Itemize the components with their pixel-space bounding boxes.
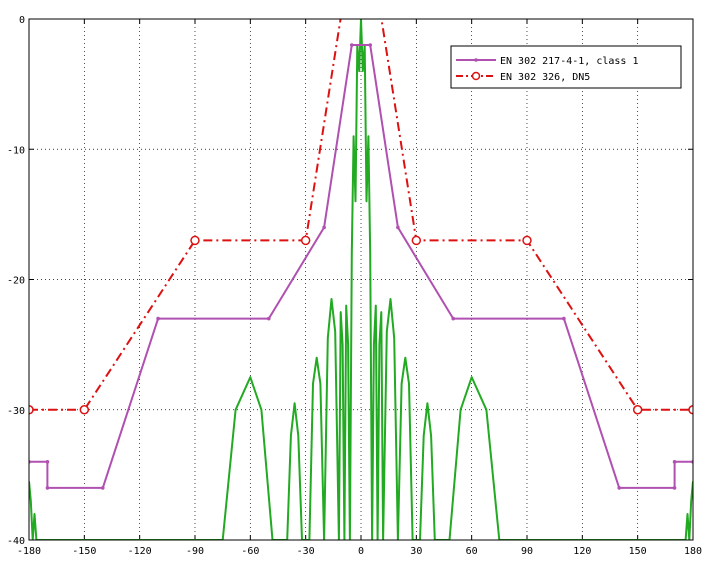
x-tick-label: -90 (186, 546, 204, 557)
series-point (266, 316, 271, 321)
legend-marker-en-302-217 (474, 58, 478, 62)
series-layer (29, 19, 693, 540)
series-point (672, 460, 677, 464)
plot-frame (28, 18, 694, 541)
x-tick-label: -60 (241, 546, 259, 557)
x-tick-label: -30 (297, 546, 315, 557)
y-tick-label: -20 (7, 276, 25, 287)
series-line-1 (29, 19, 693, 411)
grid (28, 18, 694, 541)
series-marker (632, 405, 643, 415)
series-point (368, 43, 373, 47)
series-marker (190, 235, 200, 246)
series-marker (522, 235, 532, 246)
x-tick-label: -180 (17, 546, 41, 557)
x-tick-label: 30 (410, 546, 422, 557)
legend-marker-en-302-326 (471, 71, 481, 81)
x-tick-label: -120 (128, 546, 152, 557)
x-tick-label: 0 (358, 546, 364, 557)
legend-label-en-302-217: EN 302 217-4-1, class 1 (500, 56, 638, 67)
series-point (349, 43, 354, 47)
series-marker (79, 405, 90, 415)
series-point (672, 486, 677, 490)
series-marker (688, 405, 693, 415)
series-point (45, 486, 50, 490)
y-tick-label: 0 (19, 15, 25, 26)
x-tick-label: 120 (573, 546, 591, 557)
series-point (396, 225, 400, 230)
series-point (451, 316, 456, 321)
y-tick-label: -40 (7, 536, 25, 547)
legend-label-en-302-326: EN 302 326, DN5 (500, 72, 590, 83)
x-tick-label: -150 (72, 546, 96, 557)
series-point (45, 460, 50, 464)
series-point (562, 316, 566, 321)
series-point (322, 225, 326, 230)
tick-labels: -180 -150 -120 -90 -60 -30 0 30 60 90 120 150 180 0 -1… (7, 15, 702, 557)
x-tick-label: 180 (684, 546, 702, 557)
series-marker (300, 235, 311, 246)
x-tick-label: 150 (629, 546, 647, 557)
series-point (100, 486, 105, 490)
legend: EN 302 217-4-1, class 1 EN 302 326, DN5 (450, 45, 682, 89)
series-line-2 (29, 19, 693, 540)
y-tick-label: -10 (7, 145, 25, 156)
series-marker (29, 405, 34, 415)
series-point (617, 486, 622, 490)
legend-box (450, 45, 682, 89)
x-tick-label: 90 (521, 546, 533, 557)
y-tick-label: -30 (7, 406, 25, 417)
series-line-0 (29, 44, 693, 489)
series-marker (411, 235, 422, 246)
series-point (156, 316, 160, 321)
x-tick-label: 60 (466, 546, 478, 557)
